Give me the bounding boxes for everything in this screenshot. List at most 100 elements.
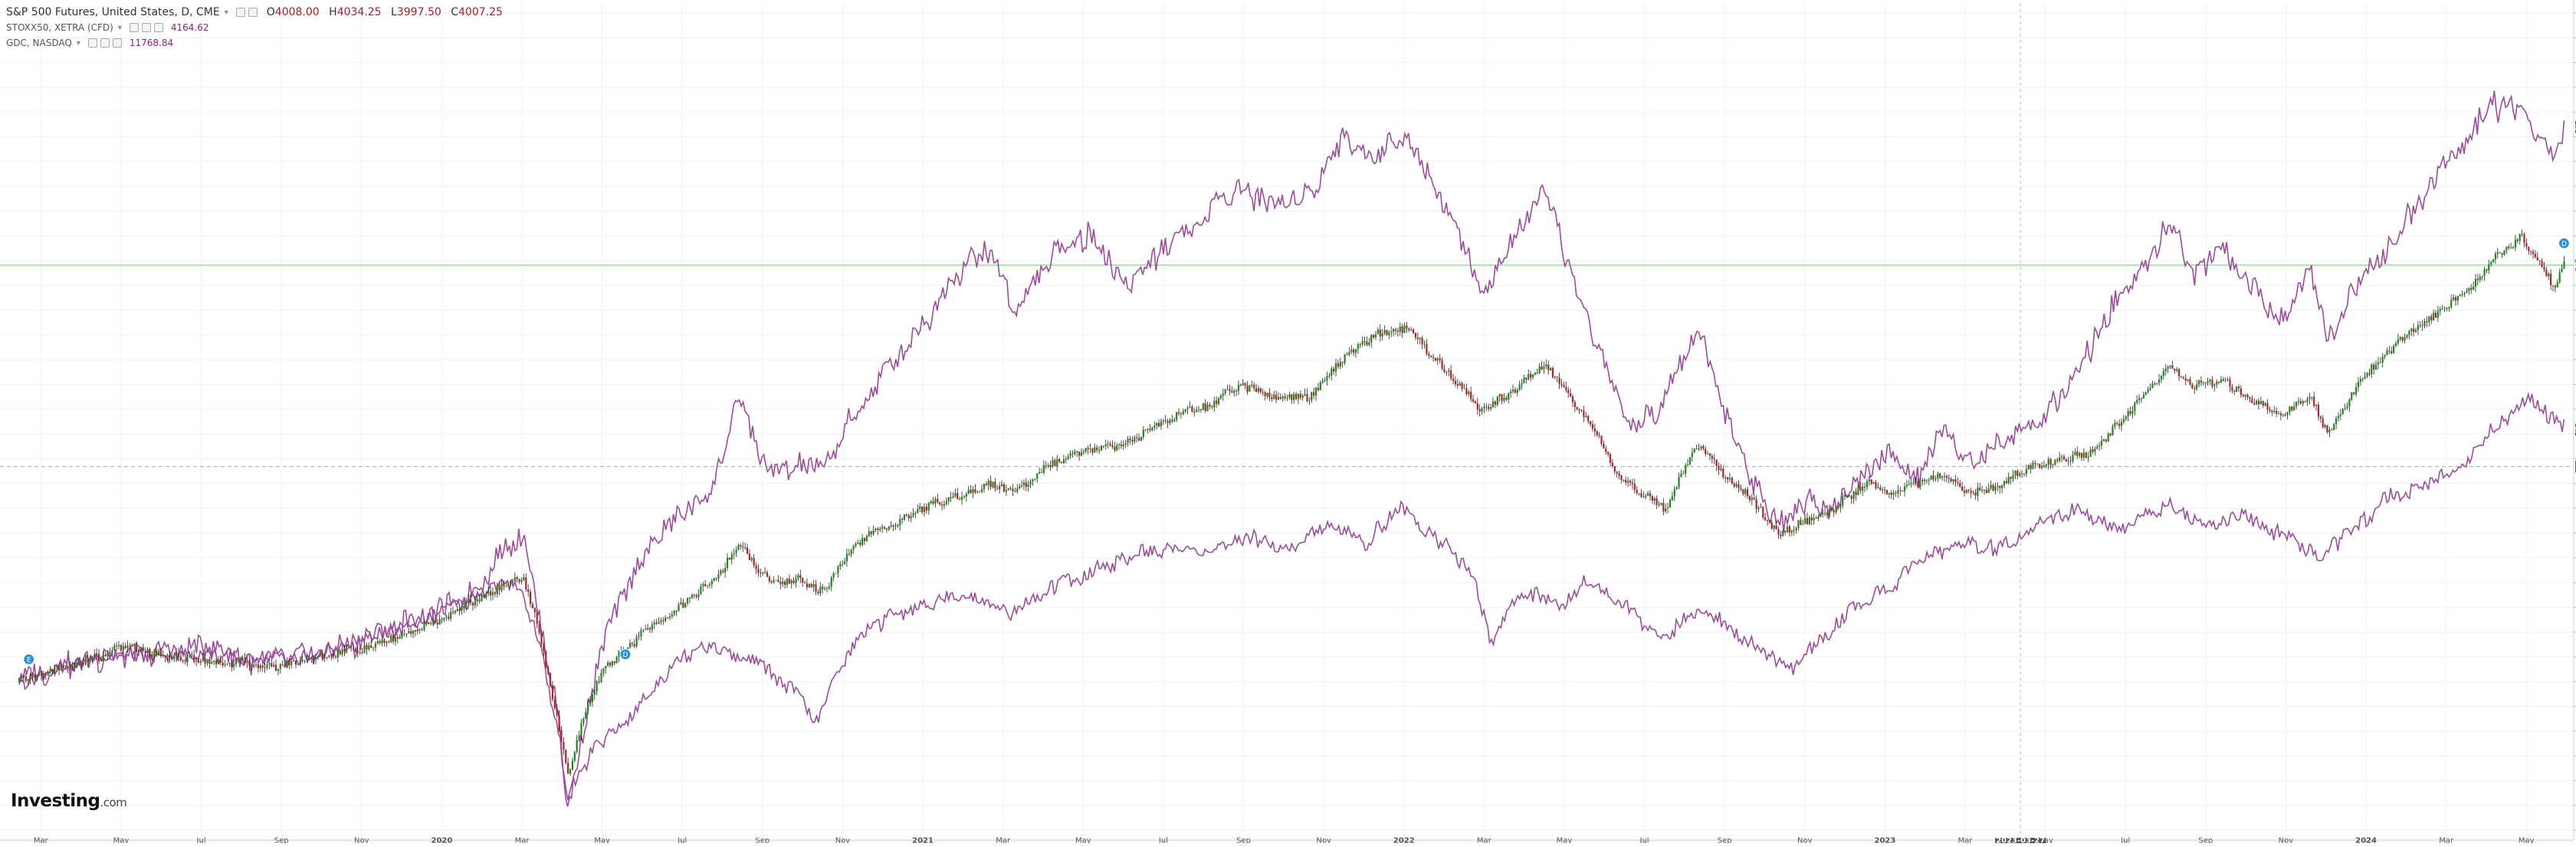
close-icon[interactable] xyxy=(153,23,163,32)
candle-body xyxy=(593,691,596,695)
candle-body xyxy=(1994,486,1997,491)
candle-body xyxy=(2005,481,2007,484)
candle-body xyxy=(1142,429,1144,438)
candle-body xyxy=(2231,386,2233,391)
candle-body xyxy=(228,662,231,665)
candle-body xyxy=(288,660,290,665)
x-tick-label: 2020 xyxy=(431,837,452,844)
x-tick-label: May xyxy=(594,837,610,844)
candle-body xyxy=(44,673,47,675)
chevron-down-icon[interactable]: ▾ xyxy=(76,38,80,48)
x-tick-label: Nov xyxy=(2279,837,2294,844)
candle-body xyxy=(939,501,941,505)
candle-body xyxy=(1153,425,1156,428)
candle-body xyxy=(2264,402,2266,406)
candle-body xyxy=(354,648,357,652)
chevron-down-icon[interactable]: ▾ xyxy=(224,8,228,17)
candle-body xyxy=(682,602,684,608)
candle-body xyxy=(1591,424,1594,428)
x-tick-label: Nov xyxy=(1316,837,1331,844)
candle-body xyxy=(1826,513,1829,515)
close-icon[interactable] xyxy=(112,38,122,48)
candle-body xyxy=(2448,307,2450,309)
candle-body xyxy=(1892,492,1895,495)
candle-body xyxy=(2468,287,2470,292)
candle-body xyxy=(1688,457,1692,465)
candle-body xyxy=(1434,357,1437,361)
candle-body xyxy=(806,583,809,588)
candle-body xyxy=(1251,385,1253,386)
candle-body xyxy=(64,665,67,667)
candle-body xyxy=(428,622,430,624)
candle-body xyxy=(2492,259,2495,262)
candle-body xyxy=(1388,332,1390,336)
candle-body xyxy=(2211,379,2213,386)
candle-body xyxy=(261,665,264,668)
candle-body xyxy=(2040,465,2043,468)
candle-body xyxy=(25,676,27,681)
candle-body xyxy=(89,658,91,663)
event-marker[interactable]: D xyxy=(619,648,632,661)
candle-body xyxy=(2059,457,2061,461)
candle-body xyxy=(1939,473,1941,478)
candle-body xyxy=(56,666,58,668)
candle-body xyxy=(2277,413,2280,415)
candle-body xyxy=(1720,468,1722,471)
candle-body xyxy=(157,651,160,656)
candle-body xyxy=(235,661,238,665)
candle-body xyxy=(2461,294,2463,296)
candle-body xyxy=(651,624,653,630)
candle-body xyxy=(540,632,543,645)
candle-body xyxy=(518,579,520,582)
candle-body xyxy=(503,583,505,586)
settings-icon[interactable] xyxy=(235,8,245,17)
candle-body xyxy=(246,660,248,664)
candle-body xyxy=(1837,506,1839,507)
event-marker[interactable]: E xyxy=(23,653,35,665)
event-marker[interactable]: D xyxy=(2558,237,2571,249)
candle-body xyxy=(456,609,458,611)
candle-body xyxy=(587,700,589,712)
chevron-down-icon[interactable]: ▾ xyxy=(117,23,122,32)
candle-body xyxy=(2216,382,2218,385)
candle-body xyxy=(999,485,1001,490)
candle-body xyxy=(879,528,881,530)
candle-body xyxy=(2167,366,2169,369)
close-icon[interactable] xyxy=(248,8,258,17)
candle-body xyxy=(686,598,689,604)
candle-body xyxy=(1009,488,1012,490)
candle-body xyxy=(1317,387,1320,390)
candle-body xyxy=(717,574,720,579)
candle-body xyxy=(666,617,669,619)
candle-body xyxy=(2003,481,2006,486)
candle-body xyxy=(2503,250,2505,255)
candle-body xyxy=(2189,379,2191,385)
candle-body xyxy=(144,651,146,653)
candle-body xyxy=(596,681,598,691)
candle-body xyxy=(1122,444,1124,447)
candle-body xyxy=(1569,392,1572,397)
eye-icon[interactable] xyxy=(87,38,97,48)
candle-body xyxy=(1485,406,1488,408)
candle-body xyxy=(1705,448,1707,455)
candle-body xyxy=(1197,409,1200,411)
candle-body xyxy=(1235,390,1238,392)
candle-body xyxy=(2304,401,2306,402)
candle-body xyxy=(1802,524,1804,525)
candle-body xyxy=(2454,297,2457,301)
candle-body xyxy=(2353,392,2355,395)
candle-body xyxy=(54,666,56,673)
candle-body xyxy=(1722,468,1724,478)
settings-icon[interactable] xyxy=(141,23,151,32)
candle-body xyxy=(1134,437,1136,442)
settings-icon[interactable] xyxy=(100,38,110,48)
candle-body xyxy=(662,620,665,622)
eye-icon[interactable] xyxy=(129,23,139,32)
candle-body xyxy=(51,669,54,673)
candle-body xyxy=(430,622,432,624)
candle-body xyxy=(735,550,737,553)
candle-body xyxy=(2246,395,2249,398)
candle-body xyxy=(1483,406,1485,409)
